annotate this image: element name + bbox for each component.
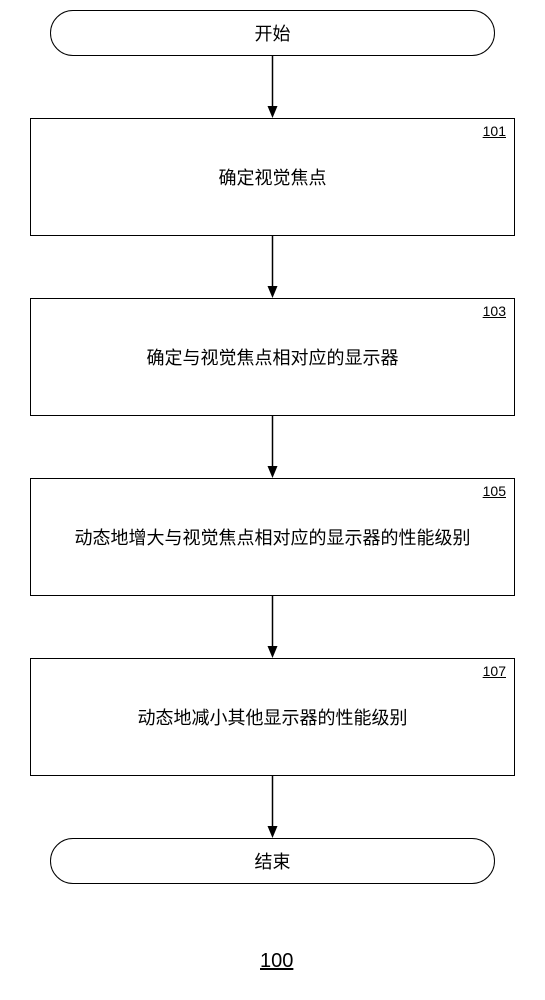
- node-label: 结束: [255, 848, 291, 874]
- node-number: 103: [483, 303, 506, 319]
- node-number: 107: [483, 663, 506, 679]
- node-number: 101: [483, 123, 506, 139]
- flow-node-end: 结束: [50, 838, 495, 884]
- flow-node-103: 103 确定与视觉焦点相对应的显示器: [30, 298, 515, 416]
- node-number: 105: [483, 483, 506, 499]
- node-label: 动态地减小其他显示器的性能级别: [138, 704, 408, 730]
- node-label: 确定与视觉焦点相对应的显示器: [147, 344, 399, 370]
- figure-number-label: 100: [260, 950, 293, 973]
- flow-node-105: 105 动态地增大与视觉焦点相对应的显示器的性能级别: [30, 478, 515, 596]
- flow-node-101: 101 确定视觉焦点: [30, 118, 515, 236]
- flow-node-start: 开始: [50, 10, 495, 56]
- flowchart-canvas: 开始 101 确定视觉焦点 103 确定与视觉焦点相对应的显示器 105 动态地…: [0, 0, 545, 1000]
- flow-node-107: 107 动态地减小其他显示器的性能级别: [30, 658, 515, 776]
- node-label: 确定视觉焦点: [219, 164, 327, 190]
- node-label: 开始: [255, 20, 291, 46]
- node-label: 动态地增大与视觉焦点相对应的显示器的性能级别: [75, 524, 471, 550]
